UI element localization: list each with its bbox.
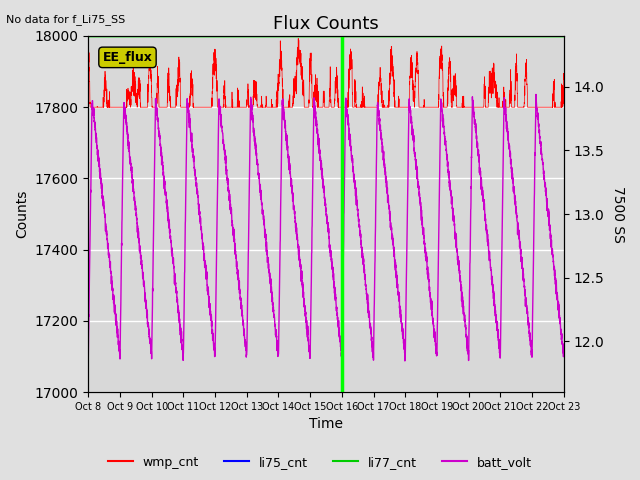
Text: EE_flux: EE_flux: [102, 51, 152, 64]
Legend: wmp_cnt, li75_cnt, li77_cnt, batt_volt: wmp_cnt, li75_cnt, li77_cnt, batt_volt: [103, 451, 537, 474]
Y-axis label: Counts: Counts: [15, 190, 29, 238]
Y-axis label: 7500 SS: 7500 SS: [611, 186, 625, 242]
Text: No data for f_Li75_SS: No data for f_Li75_SS: [6, 14, 125, 25]
X-axis label: Time: Time: [309, 418, 343, 432]
Title: Flux Counts: Flux Counts: [273, 15, 379, 33]
